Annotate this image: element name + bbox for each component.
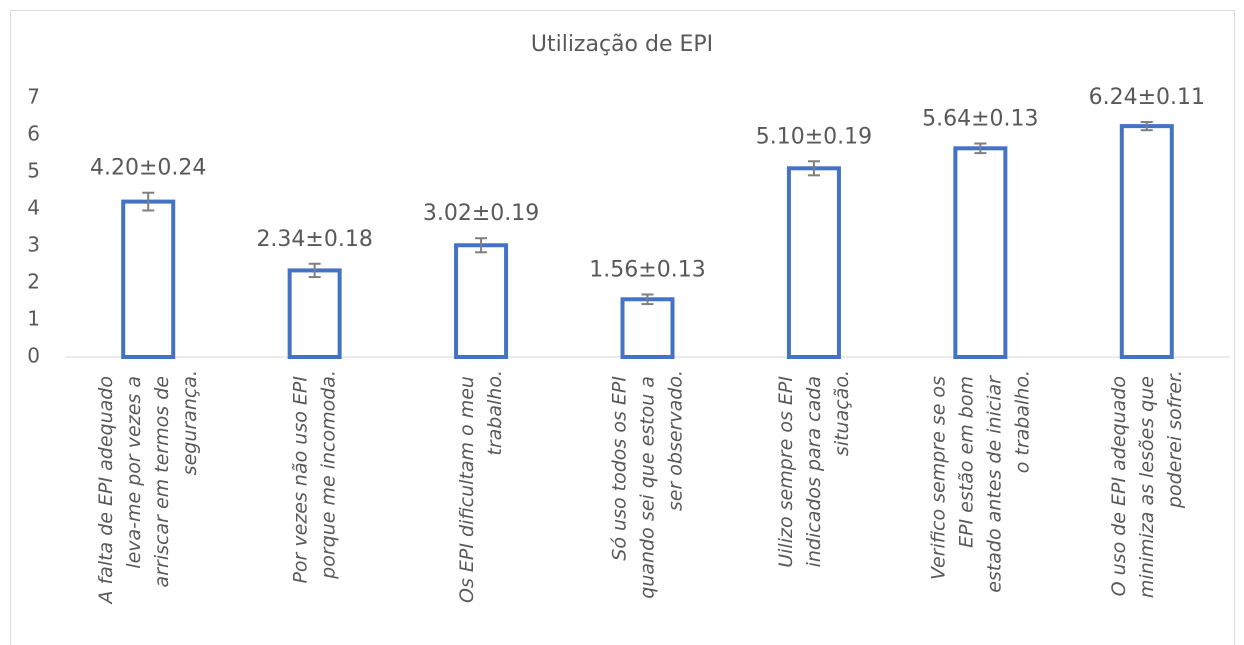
- data-label: 1.56±0.13: [589, 257, 705, 282]
- bar: [121, 199, 176, 359]
- y-tick-label: 3: [27, 233, 40, 257]
- error-bar: [142, 191, 155, 212]
- y-tick-label: 7: [27, 85, 40, 109]
- x-tick-label: Uilizo sempre os EPI indicados para cada…: [774, 370, 852, 568]
- bar: [287, 268, 342, 360]
- data-label: 5.10±0.19: [756, 124, 872, 149]
- chart-frame: [10, 10, 1235, 645]
- x-tick-label: Por vezes não uso EPI porque me incomoda…: [289, 370, 339, 584]
- y-tick-label: 6: [27, 122, 40, 146]
- x-tick-label: Os EPI dificultam o meu trabalho.: [456, 370, 506, 603]
- bar: [786, 166, 841, 359]
- bar: [953, 146, 1008, 359]
- bar: [620, 297, 675, 359]
- y-tick-label: 1: [27, 307, 40, 331]
- y-tick-label: 5: [27, 159, 40, 183]
- data-label: 2.34±0.18: [256, 227, 372, 252]
- error-bar: [641, 293, 654, 306]
- chart-title: Utilização de EPI: [531, 32, 713, 57]
- bar: [454, 243, 509, 359]
- error-bar: [475, 237, 488, 254]
- y-tick-label: 4: [27, 196, 40, 220]
- x-tick-label: A falta de EPI adequado leva-me por veze…: [95, 370, 201, 606]
- error-bar: [974, 142, 987, 155]
- data-label: 4.20±0.24: [90, 156, 206, 181]
- data-label: 6.24±0.11: [1089, 85, 1205, 110]
- x-tick-label: Verifico sempre se os EPI estão em bom e…: [927, 370, 1033, 593]
- x-tick-label: O uso de EPI adequado minimiza as lesões…: [1107, 370, 1185, 598]
- error-bar: [807, 160, 820, 177]
- error-bar: [1140, 121, 1153, 132]
- x-tick-label: Só uso todos os EPI quando sei que estou…: [608, 370, 686, 599]
- y-tick-label: 0: [27, 344, 40, 368]
- data-label: 5.64±0.13: [922, 107, 1038, 132]
- error-bar: [308, 262, 321, 279]
- data-label: 3.02±0.19: [423, 201, 539, 226]
- y-tick-label: 2: [27, 270, 40, 294]
- bar: [1119, 124, 1174, 360]
